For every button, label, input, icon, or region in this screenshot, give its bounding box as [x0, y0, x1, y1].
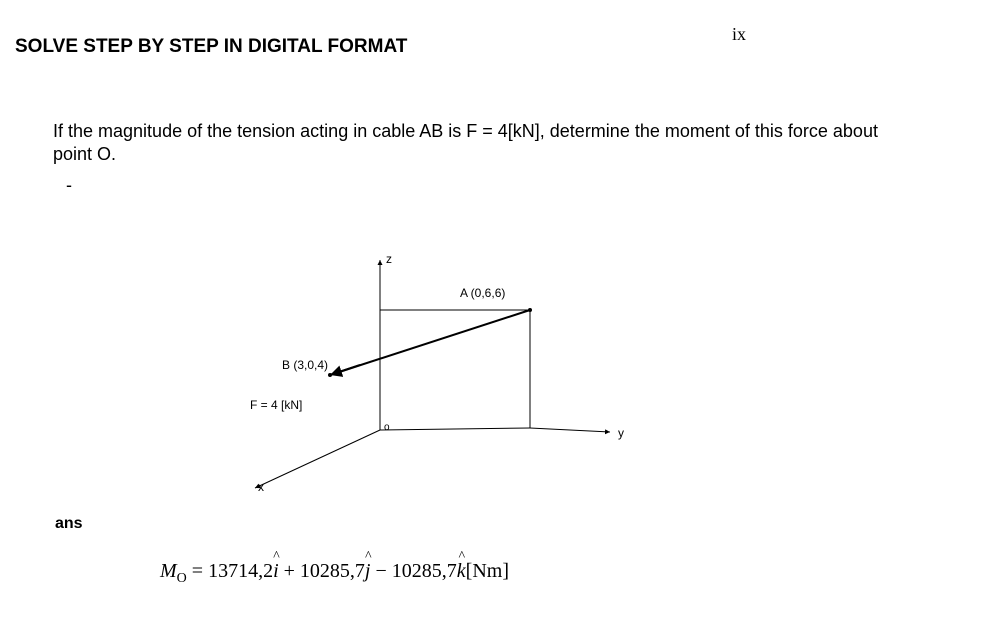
- equals-sign: =: [192, 560, 203, 582]
- point-b-dot: [328, 373, 332, 377]
- plus-sign: +: [284, 560, 295, 582]
- moment-subscript: O: [177, 571, 187, 586]
- point-b-label: B (3,0,4): [282, 358, 328, 372]
- term-2: 10285,7: [300, 560, 365, 582]
- k-hat: k: [457, 560, 466, 583]
- point-a-dot: [528, 308, 532, 312]
- minus-sign: −: [375, 560, 386, 582]
- problem-statement: If the magnitude of the tension acting i…: [53, 120, 913, 165]
- z-axis-label: z: [386, 252, 392, 266]
- answer-equation: MO = 13714,2i + 10285,7j − 10285,7k[Nm]: [160, 560, 509, 587]
- x-axis-label: x: [258, 480, 264, 494]
- origin-label: o: [384, 422, 390, 433]
- x-axis: [255, 430, 380, 488]
- answer-label: ans: [55, 515, 83, 533]
- dash-mark: -: [66, 175, 72, 196]
- y-axis: [530, 428, 610, 432]
- cable-arrow: [330, 365, 360, 375]
- j-hat: j: [365, 560, 371, 583]
- point-a-label: A (0,6,6): [460, 286, 505, 300]
- engineering-diagram: z y x o A (0,6,6) B (3,0,4) F = 4 [kN]: [230, 230, 650, 490]
- rect-bottom: [380, 428, 530, 430]
- term-1: 13714,2: [208, 560, 273, 582]
- unit-bracket: [Nm]: [466, 560, 509, 582]
- term-3: 10285,7: [392, 560, 457, 582]
- force-label: F = 4 [kN]: [250, 398, 302, 412]
- y-axis-label: y: [618, 426, 624, 440]
- page-number: ix: [732, 24, 746, 45]
- moment-symbol: M: [160, 560, 177, 582]
- header-title: SOLVE STEP BY STEP IN DIGITAL FORMAT: [15, 36, 407, 58]
- i-hat: i: [273, 560, 279, 583]
